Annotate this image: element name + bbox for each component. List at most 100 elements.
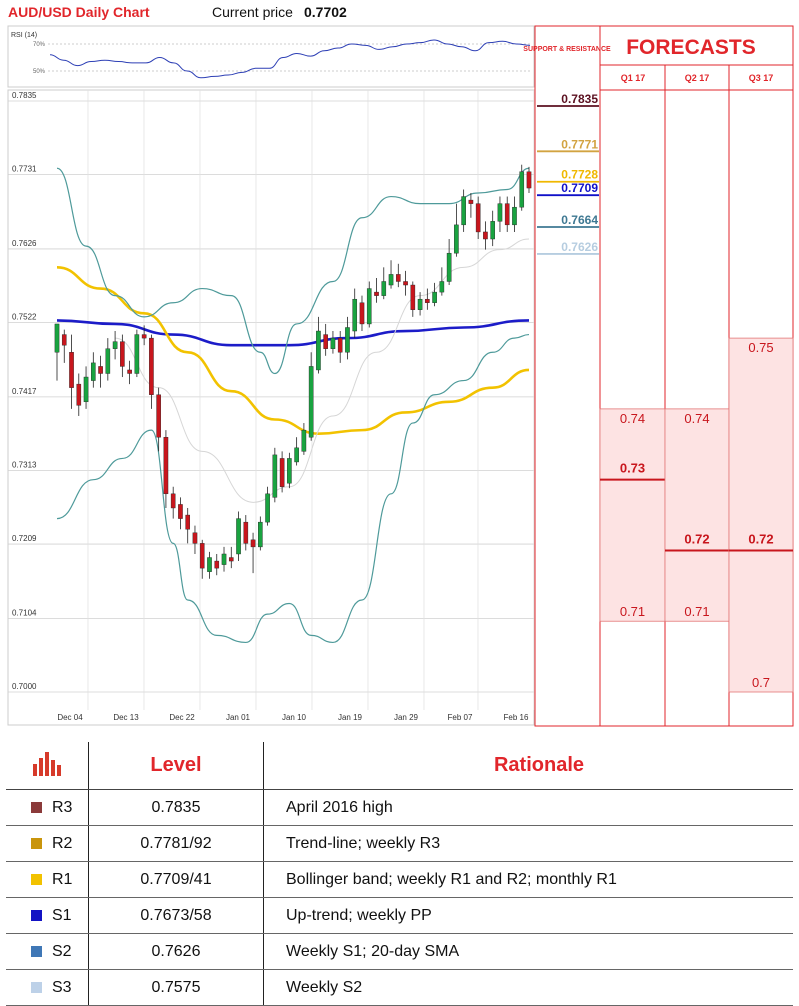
x-tick-label: Dec 13 bbox=[113, 713, 139, 722]
forecast-range bbox=[599, 408, 666, 622]
header-icon-cell bbox=[6, 742, 89, 790]
candle-body bbox=[425, 298, 430, 303]
level-label: R1 bbox=[52, 870, 73, 888]
level-color-swatch bbox=[31, 837, 42, 849]
candle-body bbox=[83, 376, 89, 403]
candle-body bbox=[134, 334, 140, 374]
candle-body bbox=[236, 518, 241, 555]
level-value: 0.7673/58 bbox=[88, 897, 264, 934]
level-color-swatch bbox=[31, 873, 42, 885]
candle-body bbox=[504, 203, 510, 226]
candle-body bbox=[337, 337, 343, 353]
level-label: S3 bbox=[52, 978, 72, 996]
sr-level-label: 0.7771 bbox=[561, 137, 598, 151]
x-tick-label: Dec 04 bbox=[57, 713, 83, 722]
level-color-swatch bbox=[31, 981, 42, 993]
level-label-cell: R3 bbox=[6, 789, 89, 826]
level-value: 0.7626 bbox=[88, 933, 264, 970]
y-tick-label: 0.7209 bbox=[12, 534, 37, 543]
candle-body bbox=[526, 171, 532, 189]
forecast-high: 0.74 bbox=[684, 411, 709, 426]
candle-body bbox=[105, 348, 111, 374]
level-label-cell: S1 bbox=[6, 897, 89, 934]
candle-body bbox=[490, 221, 495, 240]
candle-body bbox=[497, 203, 503, 222]
level-rationale: April 2016 high bbox=[263, 789, 793, 826]
candle-body bbox=[228, 557, 234, 562]
level-color-swatch bbox=[31, 801, 42, 813]
candle-body bbox=[221, 553, 227, 565]
forecast-low: 0.71 bbox=[684, 604, 709, 619]
quarter-q3: Q3 17 bbox=[749, 73, 774, 83]
candle-body bbox=[54, 323, 60, 353]
level-label-cell: S3 bbox=[6, 969, 89, 1006]
x-tick-label: Jan 01 bbox=[226, 713, 251, 722]
forecast-range bbox=[664, 408, 730, 622]
x-tick-label: Dec 22 bbox=[169, 713, 195, 722]
candle-body bbox=[207, 557, 212, 572]
candle-body bbox=[454, 224, 459, 254]
candle-body bbox=[432, 291, 437, 303]
y-tick-label: 0.7522 bbox=[12, 313, 37, 322]
forex-chart: AUD/USD Daily Chart Current price 0.7702… bbox=[7, 4, 794, 727]
table-row: S3 0.7575 Weekly S2 bbox=[6, 969, 793, 1006]
level-value: 0.7709/41 bbox=[88, 861, 264, 898]
candle-body bbox=[330, 337, 336, 349]
level-rationale: Trend-line; weekly R3 bbox=[263, 825, 793, 862]
table-row: S2 0.7626 Weekly S1; 20-day SMA bbox=[6, 933, 793, 970]
y-tick-label: 0.7417 bbox=[12, 387, 37, 396]
level-label: R3 bbox=[52, 798, 73, 816]
y-tick-label: 0.7104 bbox=[12, 608, 37, 617]
candle-body bbox=[417, 298, 423, 310]
quarter-q2: Q2 17 bbox=[685, 73, 710, 83]
quarter-q1: Q1 17 bbox=[621, 73, 646, 83]
rsi-panel bbox=[7, 25, 535, 88]
candle-body bbox=[512, 206, 517, 226]
forecast-low: 0.71 bbox=[620, 604, 645, 619]
candle-body bbox=[199, 543, 205, 569]
candle-body bbox=[294, 447, 299, 463]
sma-100-line bbox=[56, 266, 530, 435]
candle-body bbox=[91, 362, 96, 381]
rsi-level-50: 50% bbox=[33, 69, 46, 75]
sr-level-label: 0.7664 bbox=[561, 213, 598, 227]
level-rationale: Weekly S1; 20-day SMA bbox=[263, 933, 793, 970]
sma-200-line bbox=[56, 319, 530, 347]
forecast-median: 0.72 bbox=[748, 531, 773, 546]
forecast-high: 0.75 bbox=[748, 340, 773, 355]
levels-table: Level Rationale R3 0.7835 April 2016 high R… bbox=[6, 742, 793, 1006]
level-color-swatch bbox=[31, 945, 42, 957]
candle-body bbox=[69, 352, 74, 388]
level-label-cell: S2 bbox=[6, 933, 89, 970]
candle-body bbox=[446, 252, 452, 282]
candle-body bbox=[61, 334, 67, 346]
rsi-series bbox=[49, 39, 531, 79]
level-value: 0.7781/92 bbox=[88, 825, 264, 862]
x-tick-label: Feb 16 bbox=[504, 713, 529, 722]
x-tick-label: Jan 29 bbox=[394, 713, 419, 722]
candle-body bbox=[359, 302, 365, 325]
candle-body bbox=[178, 504, 183, 519]
level-label: R2 bbox=[52, 834, 73, 852]
candle-body bbox=[243, 521, 249, 544]
candle-body bbox=[519, 171, 525, 208]
x-tick-label: Jan 19 bbox=[338, 713, 363, 722]
candle-body bbox=[395, 274, 401, 282]
level-value: 0.7575 bbox=[88, 969, 264, 1006]
candle-body bbox=[301, 429, 307, 452]
candle-body bbox=[403, 281, 408, 286]
candle-body bbox=[141, 334, 147, 339]
level-label: S1 bbox=[52, 906, 72, 924]
candle-body bbox=[265, 493, 270, 523]
header-rationale: Rationale bbox=[263, 742, 793, 790]
forecast-range bbox=[728, 337, 794, 693]
bollinger-upper-line bbox=[56, 167, 530, 375]
candle-body bbox=[112, 341, 118, 349]
indicator-lines bbox=[56, 167, 530, 644]
table-row: R3 0.7835 April 2016 high bbox=[6, 789, 793, 826]
level-rationale: Weekly S2 bbox=[263, 969, 793, 1006]
level-label-cell: R1 bbox=[6, 861, 89, 898]
candle-body bbox=[170, 493, 176, 509]
level-label: S2 bbox=[52, 942, 72, 960]
